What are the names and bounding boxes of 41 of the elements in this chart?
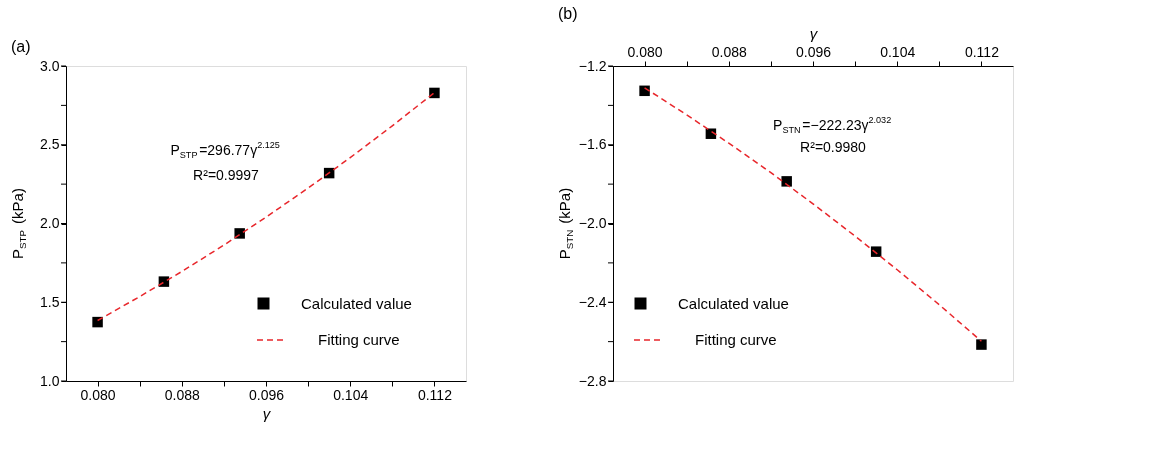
chart-title: (b): [558, 5, 578, 22]
x-axis-title: γ: [809, 24, 819, 42]
point: [976, 339, 987, 350]
y-axis-title: PSTN (kPa): [556, 187, 575, 260]
y-tick-label: −1.6: [578, 136, 607, 153]
x-tick-label: 0.088: [711, 43, 748, 60]
y-axis-title: PSTP (kPa): [9, 188, 28, 259]
x-tick-label: 0.104: [880, 43, 916, 60]
legend-label: Calculated value: [301, 294, 412, 312]
legend-label: Fitting curve: [318, 331, 400, 348]
point: [870, 246, 882, 257]
chart-title: (a): [11, 38, 31, 55]
y-tick-label: −2.0: [578, 215, 607, 231]
legend-label: Calculated value: [678, 294, 789, 312]
point: [234, 228, 245, 239]
legend-label: Fitting curve: [695, 331, 777, 348]
y-tick-label: 1.0: [40, 372, 60, 389]
point: [429, 87, 440, 99]
annotation: R²=0.9980: [800, 138, 867, 155]
x-tick-label: 0.112: [964, 43, 1000, 60]
y-tick-label: −1.2: [578, 57, 607, 74]
x-tick-label: 0.104: [333, 386, 369, 403]
x-tick-label: 0.096: [248, 386, 285, 403]
y-tick-label: 2.0: [40, 215, 60, 231]
point: [705, 128, 717, 139]
y-tick-label: −2.8: [578, 372, 607, 389]
y-tick-label: 3.0: [40, 57, 60, 74]
y-tick-label: 1.5: [40, 293, 60, 310]
x-axis-title: γ: [262, 404, 272, 422]
y-tick-label: −2.4: [578, 293, 607, 310]
point: [639, 85, 650, 97]
x-tick-label: 0.088: [164, 386, 201, 403]
annotation: R²=0.9997: [193, 167, 260, 184]
x-tick-label: 0.080: [627, 43, 663, 60]
x-tick-label: 0.112: [417, 386, 453, 403]
point: [781, 176, 792, 187]
x-tick-label: 0.080: [80, 386, 116, 403]
x-tick-label: 0.096: [795, 43, 832, 60]
y-tick-label: 2.5: [40, 136, 60, 153]
point: [92, 316, 103, 328]
point: [158, 276, 170, 287]
